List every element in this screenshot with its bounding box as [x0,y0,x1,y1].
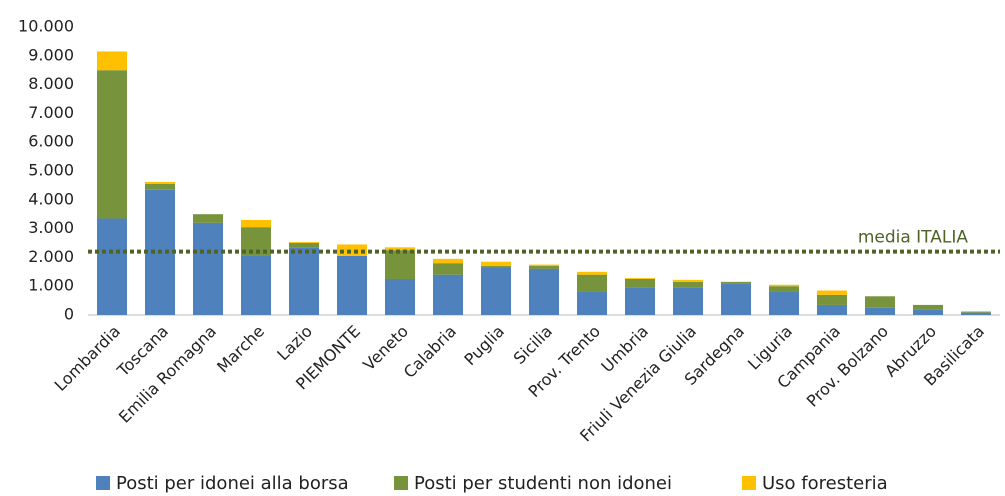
bar-segment [721,283,751,315]
y-tick-label: 9.000 [28,45,74,64]
y-tick-label: 0 [64,305,74,324]
bar-segment [673,279,703,282]
bar-segment [577,291,607,315]
bar-segment [529,268,559,315]
bar-segment [817,304,847,315]
bar-segment [481,266,511,268]
bar-segment [529,264,559,267]
bar-segment [481,261,511,267]
bar-segment [385,247,415,251]
bar-segment [433,258,463,264]
bar-segment [97,70,127,219]
bar-segment [289,242,319,243]
x-tick-label: Lombardia [51,322,124,395]
x-tick-label: Sicilia [510,322,556,368]
bar-segment [529,266,559,269]
y-tick-label: 6.000 [28,132,74,151]
y-tick-label: 8.000 [28,74,74,93]
bar-segment [961,312,991,315]
bar-segment [817,290,847,295]
x-tick-label: Lazio [273,322,316,365]
legend-label: Posti per idonei alla borsa [116,473,349,494]
bar-segment [97,51,127,71]
bar-segment [961,311,991,313]
bar-segment [145,181,175,184]
legend-swatch [742,476,756,490]
bar-segment [337,255,367,315]
bar-segment [913,304,943,310]
bar-segment [577,271,607,275]
average-label: media ITALIA [858,228,969,248]
bar-segment [433,274,463,315]
bar-segment [337,244,367,256]
y-tick-label: 3.000 [28,218,74,237]
y-tick-label: 7.000 [28,103,74,122]
bar-segment [865,307,895,315]
x-tick-label: Puglia [460,322,508,370]
legend-swatch [96,476,110,490]
bar-segment [673,281,703,288]
legend-swatch [394,476,408,490]
bar-segment [769,291,799,315]
y-tick-label: 5.000 [28,161,74,180]
bar-segment [193,214,223,223]
legend-label: Uso foresteria [762,473,888,494]
bar-segment [241,255,271,315]
bar-segment [577,274,607,292]
bar-segment [193,222,223,315]
y-tick-label: 2.000 [28,247,74,266]
bar-segment [865,296,895,308]
bar-segment [625,278,655,279]
y-tick-label: 1.000 [28,276,74,295]
bar-segment [913,309,943,315]
bar-segment [721,281,751,284]
bar-segment [289,243,319,248]
bar-segment [817,294,847,305]
bar-segment [673,287,703,315]
bar-segment [433,263,463,275]
bar-segment [481,267,511,315]
bar-segment [625,279,655,288]
bar-segment [145,183,175,190]
x-tick-label: Calabria [400,322,460,382]
legend-label: Posti per studenti non idonei [414,473,672,494]
y-tick-label: 4.000 [28,189,74,208]
bar-segment [385,250,415,279]
bar-segment [385,279,415,315]
y-tick-label: 10.000 [18,17,74,36]
bar-segment [625,287,655,315]
bar-segment [289,247,319,315]
bar-segment [241,219,271,228]
bar-segment [97,218,127,315]
x-tick-label: Marche [213,322,268,377]
bar-segment [769,284,799,287]
bar-segment [769,286,799,292]
